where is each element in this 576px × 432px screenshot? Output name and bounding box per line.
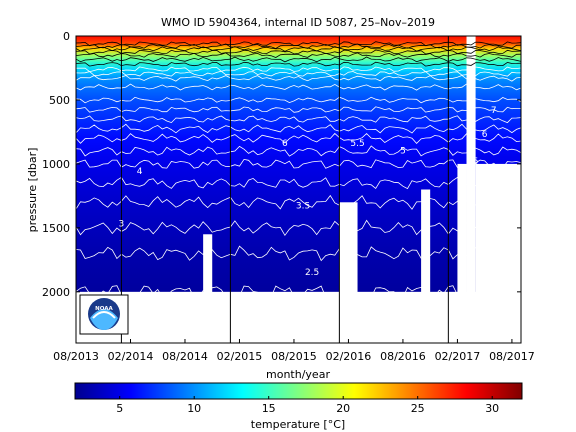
x-axis-ticks: 08/2013 02/2014 08/2014 02/2015 08/2015 02/20… — [53, 339, 535, 363]
colorbar-tick-label: 5 — [116, 402, 123, 415]
contour-label: 6 — [482, 130, 488, 140]
x-tick-label: 08/2015 — [271, 350, 317, 363]
isotherm-line — [76, 194, 521, 210]
logo-text: NOAA — [95, 306, 113, 312]
colorbar-tick-label: 30 — [485, 402, 499, 415]
colorbar-label: temperature [°C] — [251, 418, 345, 431]
isotherm-line — [76, 123, 521, 134]
x-tick-label: 02/2016 — [326, 350, 372, 363]
contour-label: 6 — [282, 139, 288, 149]
isotherm-contours — [76, 41, 521, 299]
isotherm-line — [76, 176, 521, 190]
plot-frame — [75, 35, 522, 344]
x-tick-label: 02/2015 — [217, 350, 263, 363]
colorbar-tick-label: 25 — [411, 402, 425, 415]
data-gaps — [203, 36, 521, 343]
contour-label: 5 — [400, 147, 406, 157]
isotherm-line — [76, 158, 521, 169]
isotherm-line — [76, 115, 521, 124]
contour-label: 5 — [473, 157, 479, 167]
colorbar-tick-label: 20 — [336, 402, 350, 415]
data-gap — [421, 189, 431, 343]
isotherm-line — [76, 83, 521, 91]
chart-title: WMO ID 5904364, internal ID 5087, 25–Nov… — [161, 16, 435, 29]
y-axis-label: pressure [dbar] — [26, 148, 39, 233]
isotherm-line — [76, 285, 521, 299]
data-gap — [339, 202, 358, 343]
x-tick-label: 08/2017 — [489, 350, 535, 363]
isotherm-line — [76, 74, 521, 82]
contour-label: 3.5 — [296, 202, 310, 212]
isotherm-line — [76, 43, 521, 49]
colorbar-label-text: temperature [°C] — [251, 418, 345, 431]
contour-labels: 6 5.5 5 4 3.5 3 2.5 6 7 5 — [119, 106, 497, 278]
isotherm-line — [76, 56, 521, 63]
noaa-logo: NOAA — [79, 294, 129, 335]
year-boundary-lines — [120, 36, 449, 343]
colorbar — [74, 382, 523, 400]
isotherm-line — [76, 145, 521, 157]
isotherm-line — [76, 245, 521, 262]
x-tick-label: 08/2013 — [53, 350, 99, 363]
isotherm-line — [76, 52, 521, 58]
y-tick-label: 500 — [49, 94, 70, 107]
isotherm-line — [76, 49, 521, 55]
isotherm-line — [76, 66, 521, 73]
x-axis-label: month/year — [266, 368, 330, 381]
contour-label: 2.5 — [305, 268, 319, 278]
y-axis-ticks: 0 500 1000 1500 2000 — [42, 30, 521, 299]
x-tick-label: 02/2017 — [435, 350, 481, 363]
colorbar-tick-label: 10 — [187, 402, 201, 415]
data-gap — [475, 163, 521, 343]
colorbar-ticks: 5 10 15 20 25 30 — [116, 396, 499, 415]
y-tick-label: 1000 — [42, 158, 70, 171]
isotherm-line — [76, 219, 521, 237]
y-tick-label: 2000 — [42, 286, 70, 299]
y-tick-label: 1500 — [42, 222, 70, 235]
contour-label: 7 — [491, 106, 497, 116]
data-gap — [466, 36, 476, 343]
x-tick-label: 02/2014 — [108, 350, 154, 363]
data-gap — [457, 163, 467, 343]
contour-label: 4 — [137, 167, 143, 177]
plot-area: 6 5.5 5 4 3.5 3 2.5 6 7 5 — [76, 36, 521, 343]
isotherm-line — [76, 106, 521, 113]
contour-label: 3 — [119, 220, 125, 230]
y-tick-label: 0 — [63, 30, 70, 43]
isotherm-line — [76, 70, 521, 77]
isotherm-line — [76, 132, 521, 144]
data-gap — [203, 234, 213, 343]
isotherm-line — [76, 96, 521, 104]
isotherm-line — [76, 41, 521, 47]
x-tick-label: 08/2014 — [162, 350, 208, 363]
colorbar-tick-label: 15 — [262, 402, 276, 415]
isotherm-line — [76, 61, 521, 67]
isotherm-line — [76, 45, 521, 52]
contour-label: 5.5 — [350, 139, 364, 149]
x-tick-label: 08/2016 — [380, 350, 426, 363]
